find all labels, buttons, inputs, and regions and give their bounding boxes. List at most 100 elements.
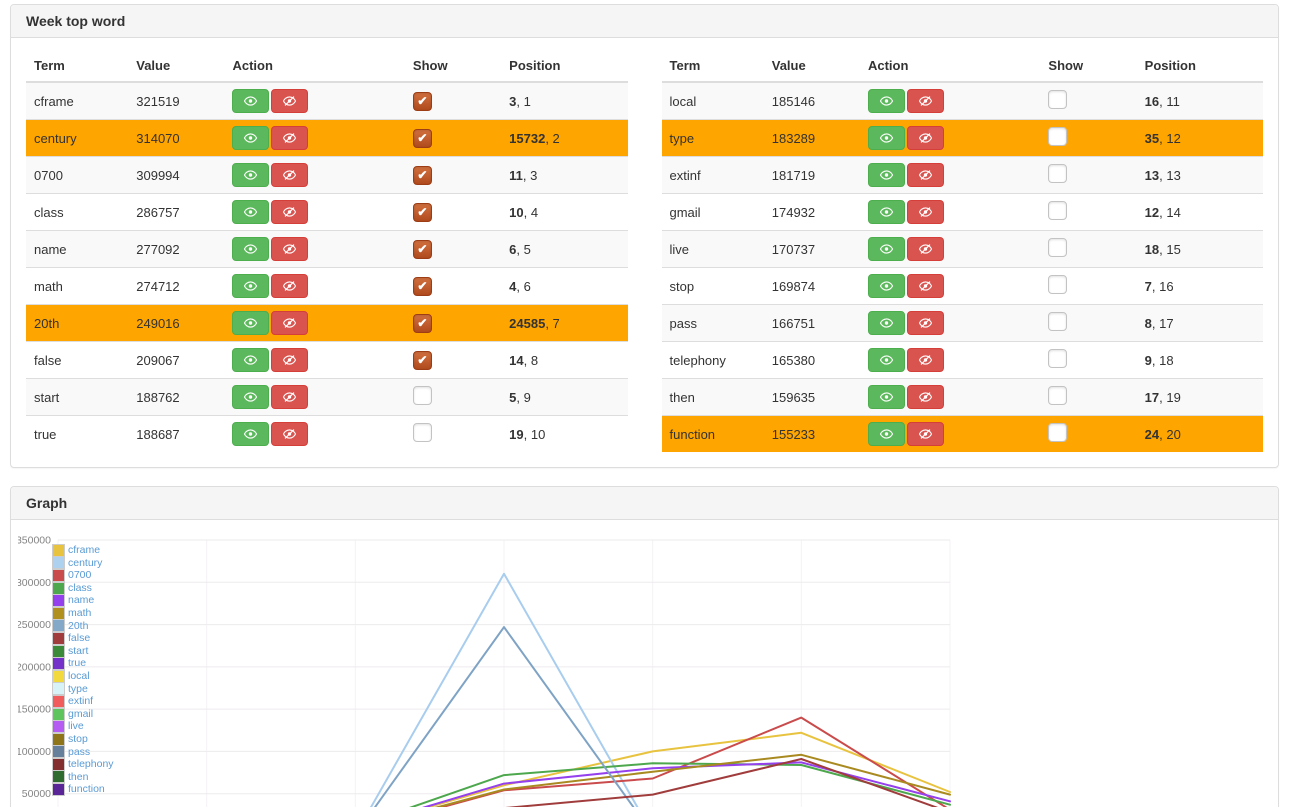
table-row[interactable]: local 185146 16, 11 [661,81,1263,120]
table-row[interactable]: gmail 174932 12, 14 [661,193,1263,231]
show-series-button[interactable] [867,422,905,446]
show-series-button[interactable] [232,126,270,150]
show-series-button[interactable] [867,200,905,224]
table-row[interactable]: live 170737 18, 15 [661,230,1263,268]
legend-label[interactable]: pass [68,745,91,758]
legend-label[interactable]: 0700 [68,569,92,582]
table-row[interactable]: extinf 181719 13, 13 [661,156,1263,194]
show-checkbox[interactable] [412,386,432,405]
hide-series-button[interactable] [271,163,309,187]
show-series-button[interactable] [867,274,905,298]
legend-label[interactable]: class [68,581,92,594]
show-series-button[interactable] [867,163,905,187]
show-checkbox[interactable] [1048,201,1068,220]
show-series-button[interactable] [867,385,905,409]
legend-label[interactable]: true [68,657,87,670]
legend-label[interactable]: telephony [68,758,114,771]
show-series-button[interactable] [232,200,270,224]
show-checkbox[interactable] [1048,127,1068,146]
hide-series-button[interactable] [906,163,944,187]
hide-series-button[interactable] [906,311,944,335]
legend-label[interactable]: type [68,682,88,695]
show-checkbox[interactable] [412,313,432,333]
show-checkbox[interactable] [412,202,432,222]
show-series-button[interactable] [867,311,905,335]
hide-series-button[interactable] [271,237,309,261]
legend-label[interactable]: gmail [68,707,94,720]
table-row[interactable]: pass 166751 8, 17 [661,304,1263,342]
table-row[interactable]: start 188762 5, 9 [26,378,628,416]
hide-series-button[interactable] [906,422,944,446]
show-checkbox[interactable] [412,239,432,259]
show-series-button[interactable] [232,422,270,446]
hide-series-button[interactable] [271,348,309,372]
show-series-button[interactable] [232,311,270,335]
table-row[interactable]: function 155233 24, 20 [661,415,1263,452]
legend-label[interactable]: false [68,632,91,645]
hide-series-button[interactable] [906,200,944,224]
legend-label[interactable]: function [68,783,105,796]
hide-series-button[interactable] [271,385,309,409]
hide-series-button[interactable] [906,237,944,261]
show-checkbox[interactable] [412,128,432,148]
hide-series-button[interactable] [906,274,944,298]
table-row[interactable]: stop 169874 7, 16 [661,267,1263,305]
hide-series-button[interactable] [271,311,309,335]
show-series-button[interactable] [232,385,270,409]
show-checkbox[interactable] [1048,312,1068,331]
show-series-button[interactable] [232,163,270,187]
legend-label[interactable]: start [68,644,89,657]
show-series-button[interactable] [867,89,905,113]
legend-label[interactable]: century [68,556,103,569]
table-row[interactable]: telephony 165380 9, 18 [661,341,1263,379]
show-checkbox[interactable] [1048,386,1068,405]
legend-label[interactable]: stop [68,732,88,745]
table-row[interactable]: type 183289 35, 12 [661,119,1263,157]
show-series-button[interactable] [232,89,270,113]
hide-series-button[interactable] [906,385,944,409]
legend-label[interactable]: local [68,669,90,682]
table-row[interactable]: true 188687 19, 10 [26,415,628,452]
show-series-button[interactable] [232,237,270,261]
show-checkbox[interactable] [412,165,432,185]
show-checkbox[interactable] [1048,238,1068,257]
legend-label[interactable]: extinf [68,695,94,708]
hide-series-button[interactable] [271,89,309,113]
show-checkbox[interactable] [1048,275,1068,294]
legend-label[interactable]: name [68,594,95,607]
show-series-button[interactable] [867,237,905,261]
show-checkbox[interactable] [1048,349,1068,368]
show-series-button[interactable] [232,348,270,372]
table-row[interactable]: then 159635 17, 19 [661,378,1263,416]
show-series-button[interactable] [867,348,905,372]
legend-label[interactable]: math [68,606,92,619]
hide-series-button[interactable] [906,348,944,372]
show-checkbox[interactable] [412,276,432,296]
hide-series-button[interactable] [906,89,944,113]
hide-series-button[interactable] [906,126,944,150]
legend-label[interactable]: then [68,770,89,783]
legend-label[interactable]: 20th [68,619,89,632]
hide-series-button[interactable] [271,274,309,298]
hide-series-button[interactable] [271,126,309,150]
show-series-button[interactable] [867,126,905,150]
show-checkbox[interactable] [412,423,432,442]
show-checkbox[interactable] [412,350,432,370]
show-checkbox[interactable] [1048,164,1068,183]
show-checkbox[interactable] [1048,423,1068,442]
show-series-button[interactable] [232,274,270,298]
show-checkbox[interactable] [412,91,432,111]
show-checkbox[interactable] [1048,90,1068,109]
legend-label[interactable]: cframe [68,544,101,556]
hide-series-button[interactable] [271,200,309,224]
legend-label[interactable]: live [68,720,84,733]
hide-series-button[interactable] [271,422,309,446]
